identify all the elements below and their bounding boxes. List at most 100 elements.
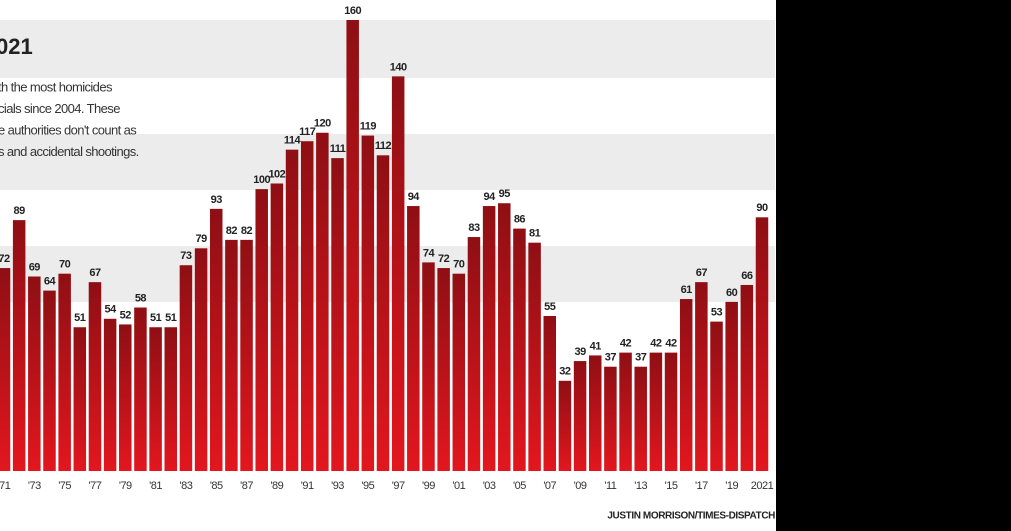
value-label: 102 — [268, 168, 285, 180]
subtitle: cials since 2004. These — [0, 101, 120, 116]
value-label: 51 — [74, 312, 86, 324]
value-label: 83 — [468, 222, 480, 234]
bar — [149, 327, 162, 471]
bar — [240, 239, 253, 471]
subtitle: th the most homicides — [0, 79, 113, 94]
bar — [634, 366, 647, 471]
bar — [179, 265, 193, 471]
bar — [482, 206, 496, 471]
value-label: 32 — [559, 366, 571, 378]
bar — [498, 203, 511, 471]
bar — [437, 268, 450, 471]
x-tick-label: '79 — [119, 480, 132, 492]
bar — [28, 276, 41, 471]
value-label: 55 — [544, 301, 556, 313]
x-tick-label: '09 — [574, 480, 587, 492]
value-label: 70 — [453, 259, 465, 271]
bar — [73, 327, 87, 471]
value-label: 111 — [330, 143, 346, 155]
value-label: 69 — [29, 261, 41, 273]
value-label: 41 — [590, 340, 602, 352]
bar — [346, 20, 359, 471]
value-label: 74 — [423, 247, 436, 259]
x-tick-label: '99 — [422, 480, 435, 492]
value-label: 60 — [726, 287, 738, 299]
credit: JUSTIN MORRISON/TIMES-DISPATCH — [607, 511, 775, 522]
bar — [43, 290, 56, 471]
x-tick-label: '01 — [452, 480, 465, 492]
bar — [513, 228, 526, 471]
value-label: 100 — [253, 174, 270, 186]
x-tick-label: '07 — [543, 480, 556, 492]
x-tick-label: '19 — [725, 480, 738, 492]
x-tick-label: '11 — [604, 480, 616, 492]
value-label: 82 — [226, 225, 238, 237]
value-label: 42 — [650, 338, 662, 350]
value-label: 160 — [344, 5, 361, 17]
bar — [695, 282, 708, 471]
value-label: 42 — [620, 338, 632, 350]
bar — [755, 217, 769, 471]
x-tick-label: '05 — [513, 480, 526, 492]
subtitle: e authorities don't count as — [0, 122, 137, 137]
bar — [619, 352, 632, 471]
value-label: 64 — [44, 276, 57, 288]
value-label: 51 — [165, 312, 177, 324]
x-tick-label: '85 — [210, 480, 223, 492]
x-tick-label: '89 — [270, 480, 283, 492]
bar — [331, 158, 344, 471]
value-label: 119 — [360, 120, 377, 132]
value-label: 52 — [120, 309, 132, 321]
bar — [0, 268, 11, 471]
value-label: 42 — [665, 338, 677, 350]
bar — [300, 141, 314, 472]
value-label: 117 — [299, 126, 316, 138]
bar — [725, 301, 738, 471]
bar — [467, 237, 481, 471]
bar — [679, 299, 693, 471]
bar — [543, 315, 557, 471]
x-tick-label: '95 — [361, 480, 374, 492]
value-label: 89 — [14, 205, 26, 217]
value-label: 70 — [59, 259, 71, 271]
bar — [12, 220, 26, 471]
bar — [528, 242, 541, 471]
value-label: 73 — [180, 250, 192, 262]
bar — [740, 284, 754, 471]
bar — [361, 135, 375, 471]
bar — [119, 324, 132, 471]
value-label: 39 — [574, 346, 586, 358]
value-label: 37 — [635, 352, 647, 364]
value-label: 54 — [104, 304, 117, 316]
value-label: 61 — [681, 284, 693, 296]
bar — [558, 380, 572, 471]
value-label: 72 — [438, 253, 450, 265]
bar — [422, 262, 435, 471]
bar — [103, 318, 117, 471]
bar — [58, 273, 71, 471]
x-tick-label: '77 — [89, 480, 102, 492]
value-label: 94 — [483, 191, 496, 203]
x-tick-label: '83 — [179, 480, 192, 492]
bar — [407, 206, 420, 471]
bar — [88, 282, 102, 471]
bar — [604, 366, 617, 471]
value-label: 67 — [696, 267, 708, 279]
value-label: 114 — [284, 135, 302, 147]
x-tick-label: '17 — [695, 480, 708, 492]
bar — [164, 327, 178, 471]
x-tick-label: '81 — [149, 480, 162, 492]
value-label: 93 — [211, 194, 223, 206]
bar — [134, 307, 147, 471]
bar — [270, 183, 284, 472]
value-label: 66 — [741, 270, 753, 282]
bar — [209, 208, 223, 471]
bar — [285, 149, 299, 471]
x-tick-label: '75 — [58, 480, 71, 492]
value-label: 53 — [711, 307, 723, 319]
value-label: 82 — [241, 225, 253, 237]
x-tick-label: '97 — [392, 480, 405, 492]
value-label: 72 — [0, 253, 10, 265]
x-tick-label: '93 — [331, 480, 344, 492]
